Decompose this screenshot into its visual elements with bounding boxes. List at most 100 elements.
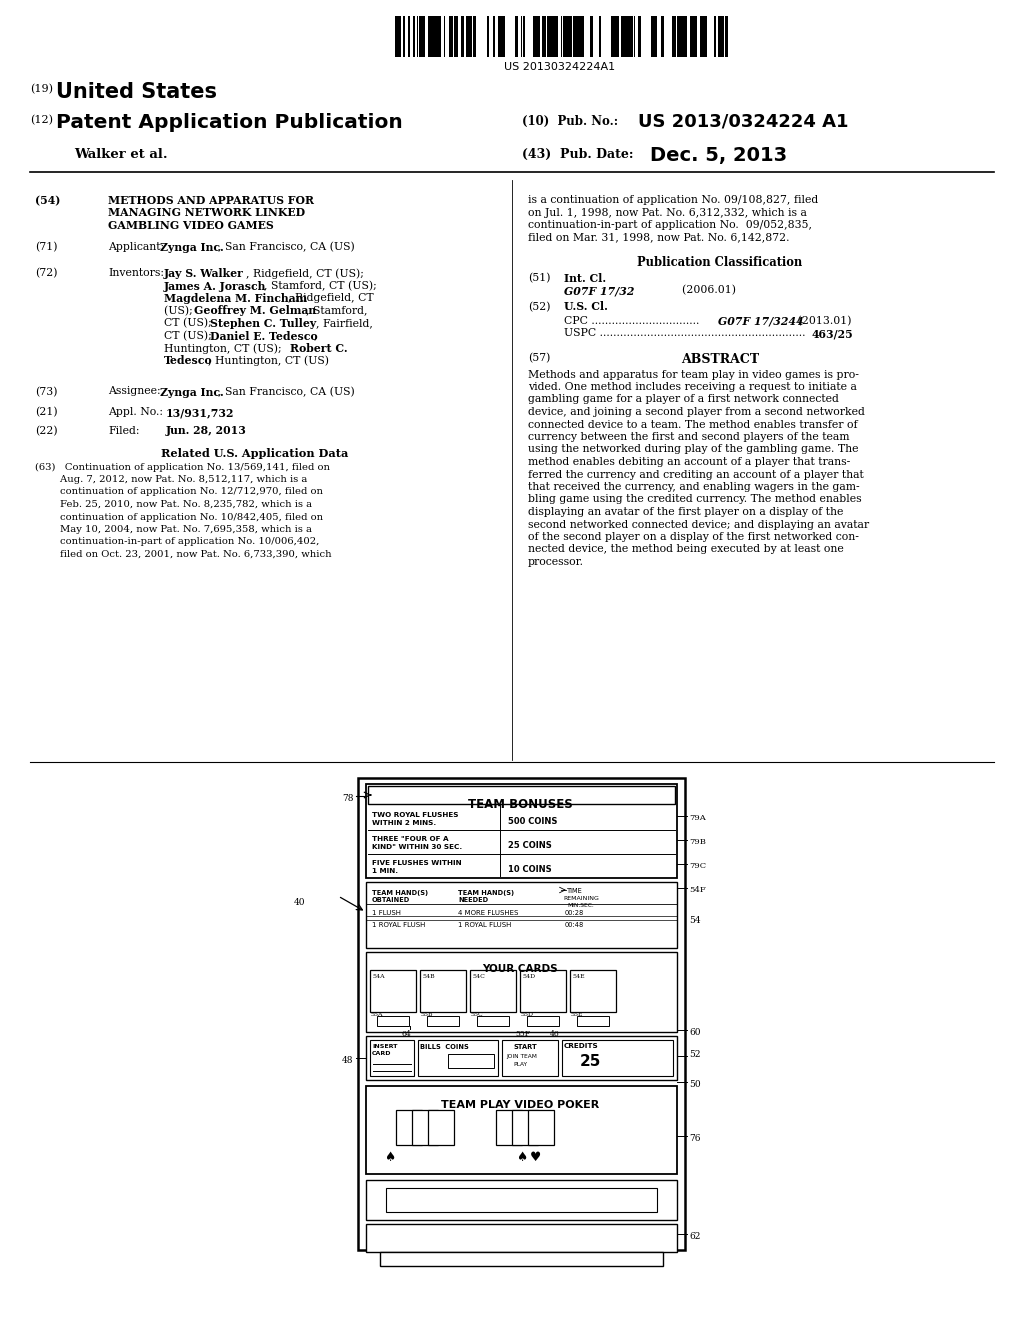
Bar [470,16,472,57]
Bar [468,16,470,57]
Bar [358,777,685,1250]
Text: (10)  Pub. No.:: (10) Pub. No.: [522,115,618,128]
Bar [550,16,552,57]
Text: Geoffrey M. Gelman: Geoffrey M. Gelman [194,305,316,317]
Bar [422,16,425,57]
Text: 55F: 55F [515,1030,530,1038]
Text: Filed:: Filed: [108,425,139,436]
Bar [534,16,536,57]
Text: 55D: 55D [520,1012,534,1016]
Text: (19): (19) [30,84,53,94]
Bar [705,16,707,57]
Text: Applicant:: Applicant: [108,242,164,252]
Bar [553,16,556,57]
Text: TEAM PLAY VIDEO POKER: TEAM PLAY VIDEO POKER [441,1100,599,1110]
Text: FIVE FLUSHES WITHIN: FIVE FLUSHES WITHIN [372,861,462,866]
Text: 13/931,732: 13/931,732 [166,407,234,418]
Text: Walker et al.: Walker et al. [74,148,168,161]
Bar [366,784,677,878]
Bar [487,16,489,57]
Bar [580,16,582,57]
Text: TEAM HAND(S): TEAM HAND(S) [372,890,428,896]
Text: of the second player on a display of the first networked con-: of the second player on a display of the… [528,532,859,543]
Text: 52: 52 [689,1049,700,1059]
Bar [692,16,694,57]
Text: Stephen C. Tulley: Stephen C. Tulley [210,318,316,329]
Text: INSERT: INSERT [372,1044,397,1049]
Text: , Stamford, CT (US);: , Stamford, CT (US); [264,281,377,290]
Text: , Stamford,: , Stamford, [306,305,368,315]
Text: continuation of application No. 10/842,405, filed on: continuation of application No. 10/842,4… [35,512,324,521]
Text: CARD: CARD [372,1051,391,1056]
Text: (72): (72) [35,268,57,279]
Text: processor.: processor. [528,557,584,568]
Text: Jun. 28, 2013: Jun. 28, 2013 [166,425,247,437]
Bar [573,16,575,57]
Text: filed on Oct. 23, 2001, now Pat. No. 6,733,390, which: filed on Oct. 23, 2001, now Pat. No. 6,7… [35,550,332,558]
Text: 60: 60 [689,1028,700,1038]
Bar [512,1110,538,1144]
Text: G07F 17/32: G07F 17/32 [564,285,635,296]
Text: , San Francisco, CA (US): , San Francisco, CA (US) [218,242,354,252]
Text: , San Francisco, CA (US): , San Francisco, CA (US) [218,387,354,397]
Text: (2006.01): (2006.01) [654,285,736,296]
Bar [562,1040,673,1076]
Bar [370,970,416,1012]
Text: 54D: 54D [522,974,536,979]
Bar [377,1016,409,1026]
Text: 54E: 54E [572,974,585,979]
Text: ferred the currency and crediting an account of a player that: ferred the currency and crediting an acc… [528,470,864,479]
Text: 1 FLUSH: 1 FLUSH [372,909,401,916]
Text: Daniel E. Tedesco: Daniel E. Tedesco [210,330,317,342]
Bar [408,16,410,57]
Text: KIND" WITHIN 30 SEC.: KIND" WITHIN 30 SEC. [372,843,462,850]
Text: CPC ................................: CPC ................................ [564,315,699,326]
Bar [477,1016,509,1026]
Text: using the networked during play of the gambling game. The: using the networked during play of the g… [528,445,858,454]
Text: that received the currency, and enabling wagers in the gam-: that received the currency, and enabling… [528,482,859,492]
Text: Int. Cl.: Int. Cl. [564,272,606,284]
Text: 55E: 55E [570,1012,583,1016]
Bar [527,1016,559,1026]
Text: currency between the first and second players of the team: currency between the first and second pl… [528,432,850,442]
Bar [567,16,569,57]
Text: 40: 40 [294,898,305,907]
Bar [500,16,502,57]
Bar [470,970,516,1012]
Text: Zynga Inc.: Zynga Inc. [160,242,224,253]
Text: US 2013/0324224 A1: US 2013/0324224 A1 [638,114,849,131]
Text: (2013.01): (2013.01) [794,315,852,326]
Bar [366,1086,677,1173]
Text: method enables debiting an account of a player that trans-: method enables debiting an account of a … [528,457,850,467]
Text: , Fairfield,: , Fairfield, [316,318,373,327]
Bar [703,16,705,57]
Bar [700,16,703,57]
Bar [718,16,721,57]
Text: Feb. 25, 2010, now Pat. No. 8,235,782, which is a: Feb. 25, 2010, now Pat. No. 8,235,782, w… [35,500,312,510]
Text: continuation of application No. 12/712,970, filed on: continuation of application No. 12/712,9… [35,487,323,496]
Text: (21): (21) [35,407,57,417]
Text: (71): (71) [35,242,57,252]
Bar [438,16,441,57]
Text: START: START [513,1044,537,1049]
Bar [473,16,476,57]
Text: 79A: 79A [689,814,706,822]
Bar [412,1110,438,1144]
Text: 50: 50 [689,1080,700,1089]
Text: MIN.SEC.: MIN.SEC. [567,903,594,908]
Text: May 10, 2004, now Pat. No. 7,695,358, which is a: May 10, 2004, now Pat. No. 7,695,358, wh… [35,525,312,535]
Bar [366,1224,677,1251]
Text: 1 MIN.: 1 MIN. [372,869,398,874]
Bar [528,1110,554,1144]
Text: 76: 76 [689,1134,700,1143]
Text: device, and joining a second player from a second networked: device, and joining a second player from… [528,407,865,417]
Bar [370,1040,414,1076]
Text: displaying an avatar of the first player on a display of the: displaying an avatar of the first player… [528,507,844,517]
Text: 54A: 54A [372,974,385,979]
Bar [436,16,438,57]
Bar [614,16,616,57]
Text: 25: 25 [580,1053,601,1069]
Bar [520,970,566,1012]
Text: is a continuation of application No. 09/108,827, filed: is a continuation of application No. 09/… [528,195,818,205]
Text: connected device to a team. The method enables transfer of: connected device to a team. The method e… [528,420,858,429]
